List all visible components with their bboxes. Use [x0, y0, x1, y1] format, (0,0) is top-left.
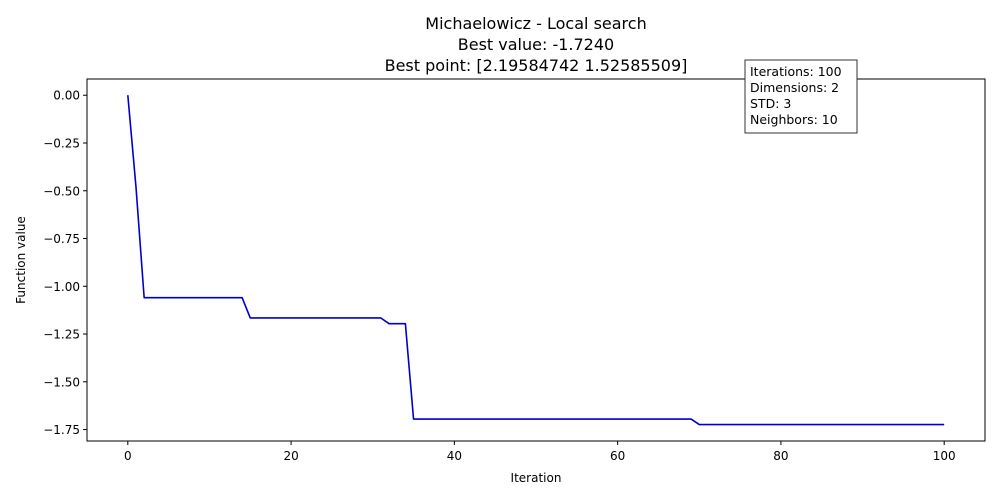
x-tick-label: 60	[610, 449, 625, 463]
parameters-info-box: Iterations: 100 Dimensions: 2 STD: 3 Nei…	[744, 59, 858, 134]
axis-ticks: 0 20 40 60 80 100 0.00 −0.25 −0.50 −0.75 −1.00 −1.2…	[43, 89, 955, 463]
x-axis-label: Iteration	[511, 471, 562, 485]
x-tick-label: 80	[773, 449, 788, 463]
info-box-frame	[744, 59, 858, 134]
chart-subtitle-best-point: Best point: [2.19584742 1.52585509]	[385, 56, 688, 75]
info-std: STD: 3	[750, 96, 791, 111]
x-tick-label: 100	[933, 449, 956, 463]
y-tick-label: −0.25	[43, 136, 80, 150]
plot-area-frame	[86, 78, 986, 442]
y-tick-label: −0.75	[43, 232, 80, 246]
y-tick-label: −0.50	[43, 184, 80, 198]
info-neighbors: Neighbors: 10	[750, 112, 838, 127]
info-dimensions: Dimensions: 2	[750, 80, 839, 95]
y-tick-label: −1.50	[43, 375, 80, 389]
y-axis-label: Function value	[14, 216, 28, 304]
x-tick-label: 40	[447, 449, 462, 463]
chart-title: Michaelowicz - Local search	[425, 14, 646, 33]
chart-subtitle-best-value: Best value: -1.7240	[458, 35, 614, 54]
x-tick-label: 20	[283, 449, 298, 463]
chart-titles: Michaelowicz - Local search Best value: …	[385, 14, 688, 75]
y-tick-label: −1.00	[43, 280, 80, 294]
y-tick-label: −1.25	[43, 328, 80, 342]
series-layer	[127, 95, 945, 426]
series-line	[127, 95, 945, 426]
y-tick-label: 0.00	[53, 89, 80, 103]
x-tick-label: 0	[124, 449, 132, 463]
info-iterations: Iterations: 100	[750, 64, 842, 79]
y-tick-label: −1.75	[43, 423, 80, 437]
